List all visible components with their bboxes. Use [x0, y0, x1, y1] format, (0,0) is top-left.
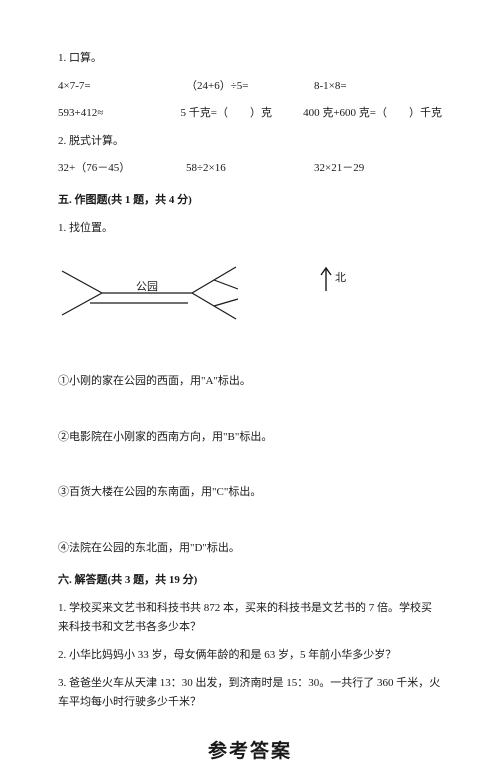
q1-r1-a: 4×7-7= — [58, 78, 186, 96]
north-indicator: 北 — [320, 265, 346, 293]
section6-heading: 六. 解答题(共 3 题，共 19 分) — [58, 572, 442, 590]
q1-title: 1. 口算。 — [58, 50, 442, 68]
s5-q1-title: 1. 找位置。 — [58, 220, 442, 238]
q2-title: 2. 脱式计算。 — [58, 133, 442, 151]
q2-row: 32+（76－45） 58÷2×16 32×21－29 — [58, 160, 442, 178]
answer-heading: 参考答案 — [58, 737, 442, 767]
north-arrow-icon — [320, 265, 332, 293]
s6-q1: 1. 学校买来文艺书和科技书共 872 本，买来的科技书是文艺书的 7 倍。学校… — [58, 599, 442, 636]
q1-r2-a: 593+412≈ — [58, 105, 181, 123]
s6-q2: 2. 小华比妈妈小 33 岁，母女俩年龄的和是 63 岁，5 年前小华多少岁？ — [58, 647, 442, 665]
s5-item4: ④法院在公园的东北面，用"D"标出。 — [58, 540, 442, 558]
q2-b: 58÷2×16 — [186, 160, 314, 178]
s5-item2: ②电影院在小刚家的西南方向，用"B"标出。 — [58, 429, 442, 447]
section5-heading: 五. 作图题(共 1 题，共 4 分) — [58, 192, 442, 210]
s5-item3: ③百货大楼在公园的东南面，用"C"标出。 — [58, 484, 442, 502]
park-svg — [58, 249, 288, 335]
q1-row1: 4×7-7= （24+6）÷5= 8-1×8= — [58, 78, 442, 96]
q1-r2-c: 400 克+600 克=（ ）千克 — [303, 105, 442, 123]
q1-row2: 593+412≈ 5 千克=（ ）克 400 克+600 克=（ ）千克 — [58, 105, 442, 123]
q2-c: 32×21－29 — [314, 160, 442, 178]
q2-a: 32+（76－45） — [58, 160, 186, 178]
park-diagram: 公园 北 — [58, 249, 442, 339]
q1-r1-b: （24+6）÷5= — [186, 78, 314, 96]
q1-r1-c: 8-1×8= — [314, 78, 442, 96]
s6-q3: 3. 爸爸坐火车从天津 13：30 出发，到济南时是 15：30。一共行了 36… — [58, 674, 442, 711]
park-label: 公园 — [136, 279, 158, 297]
north-label: 北 — [335, 270, 346, 288]
q1-r2-b: 5 千克=（ ）克 — [181, 105, 304, 123]
s5-item1: ①小刚的家在公园的西面，用"A"标出。 — [58, 373, 442, 391]
